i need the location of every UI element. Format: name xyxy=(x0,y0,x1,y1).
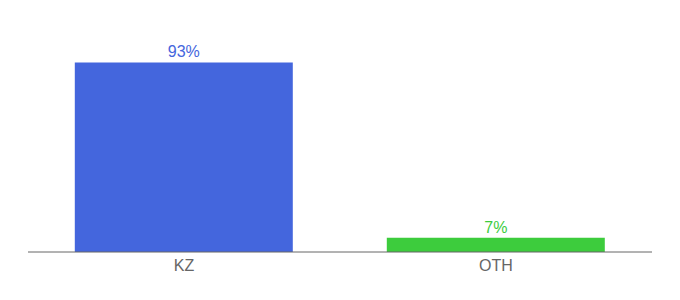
svg-text:7%: 7% xyxy=(484,219,507,236)
svg-text:93%: 93% xyxy=(168,43,200,60)
svg-text:OTH: OTH xyxy=(479,257,513,274)
svg-text:KZ: KZ xyxy=(174,257,195,274)
